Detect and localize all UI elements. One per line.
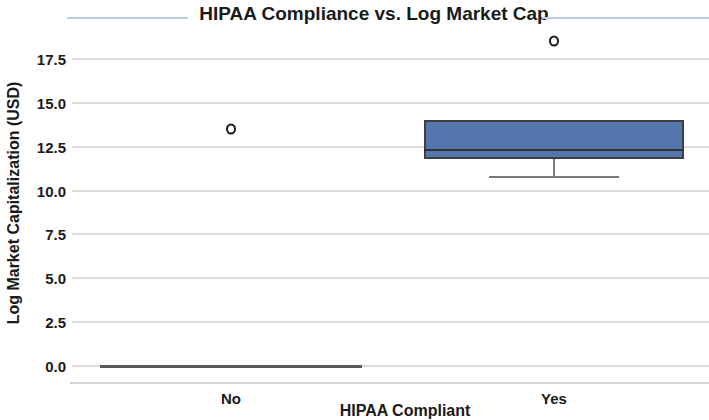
plot-top-border-left [67,17,188,19]
x-tick-label: Yes [541,390,567,407]
y-tick-label: 2.5 [14,314,66,331]
gridline [72,190,709,192]
y-tick-label: 10.0 [14,182,66,199]
whisker-cap [489,176,619,178]
gridline [72,58,709,60]
y-tick-label: 12.5 [14,138,66,155]
box [424,120,684,159]
y-tick-label: 15.0 [14,94,66,111]
y-tick-label: 17.5 [14,50,66,67]
whisker [553,159,555,177]
outlier-point [549,36,559,47]
gridline [72,233,709,235]
y-tick-label: 7.5 [14,226,66,243]
x-tick-label: No [221,390,241,407]
x-axis-title: HIPAA Compliant [340,402,471,420]
chart-title: HIPAA Compliance vs. Log Market Cap [199,3,548,25]
y-axis-title: Log Market Capitalization (USD) [5,82,23,325]
plot-top-border-right [542,17,709,19]
gridline [72,277,709,279]
outlier-point [226,124,236,135]
y-tick-label: 0.0 [14,358,66,375]
y-tick-label: 5.0 [14,270,66,287]
x-axis-line [70,382,709,384]
median-line [424,149,684,151]
gridline [72,321,709,323]
collapsed-box-line [100,365,362,368]
gridline [72,102,709,104]
